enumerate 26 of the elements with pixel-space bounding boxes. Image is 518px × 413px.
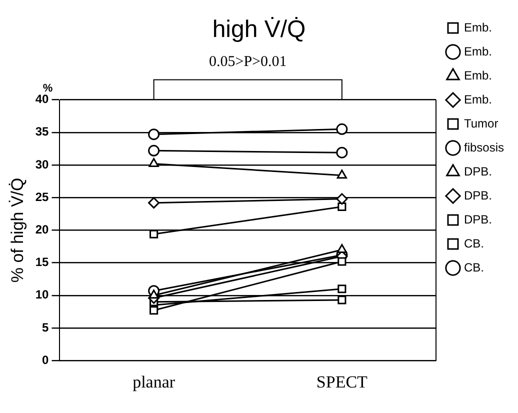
legend-label: Tumor <box>464 116 498 130</box>
y-tick-label: 35 <box>35 124 50 139</box>
legend-label: DPB. <box>464 188 492 202</box>
legend-label: DPB. <box>464 212 492 226</box>
y-tick-label: 40 <box>35 92 50 106</box>
text: % <box>42 82 53 94</box>
legend-label: Emb. <box>464 68 492 82</box>
legend-label: CB. <box>464 260 484 274</box>
y-tick-label: 5 <box>42 320 50 334</box>
y-tick-label: 0 <box>42 352 50 367</box>
legend-label: CB. <box>464 236 484 250</box>
chart-title: high V̇/Q̇ <box>212 16 306 44</box>
legend-label: DPB. <box>464 164 492 178</box>
legend-label: Emb. <box>464 20 492 34</box>
x-tick-label: SPECT <box>316 372 368 392</box>
legend-label: Emb. <box>464 44 492 58</box>
y-tick-label: 20 <box>35 222 50 237</box>
y-tick-label: 25 <box>35 190 50 204</box>
legend-label: fibsosis <box>464 140 504 154</box>
y-tick-label: 10 <box>35 288 50 302</box>
text: 0.05>P>0.01 <box>208 54 287 70</box>
y-axis-title: % of high V̇/Q̇ <box>8 178 27 283</box>
legend-label: Emb. <box>464 92 492 106</box>
x-tick-label: planar <box>132 372 176 392</box>
y-tick-label: 30 <box>35 157 50 172</box>
y-tick-label: 15 <box>35 255 50 270</box>
